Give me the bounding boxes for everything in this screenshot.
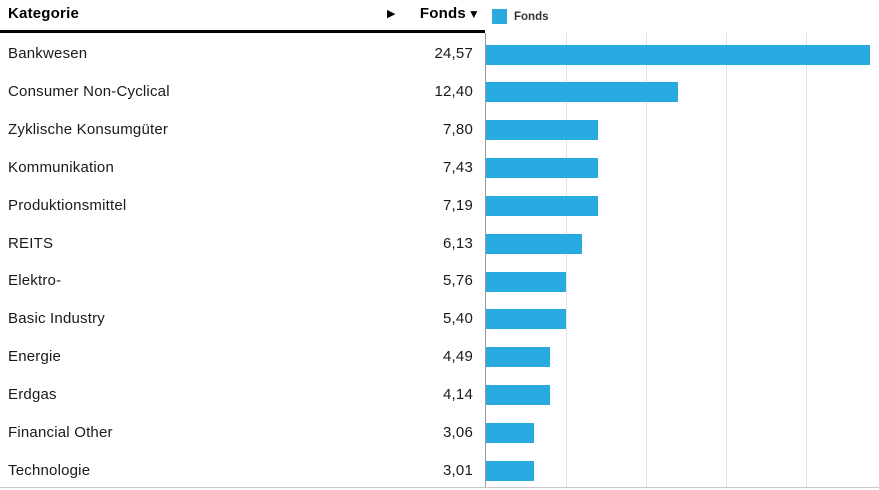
fonds-value: 12,40: [434, 83, 473, 101]
table-row: Erdgas 4,14: [0, 373, 485, 411]
bar-chart-area: [485, 33, 879, 487]
fonds-value: 5,40: [443, 310, 473, 328]
category-label: Financial Other: [8, 423, 113, 441]
fonds-value: 7,80: [443, 121, 473, 139]
fonds-value: 7,19: [443, 196, 473, 214]
table-row: Bankwesen 24,57: [0, 33, 485, 71]
vertical-gridline: [646, 33, 647, 487]
category-column-header: Kategorie: [8, 5, 79, 22]
fonds-bar: [486, 347, 550, 368]
category-label: Basic Industry: [8, 310, 106, 328]
category-label: Bankwesen: [8, 45, 88, 63]
table-row: Basic Industry 5,40: [0, 298, 485, 336]
legend-label: Fonds: [514, 10, 549, 23]
chart-legend[interactable]: Fonds: [492, 9, 549, 24]
category-label: REITS: [8, 234, 54, 252]
table-row: Kommunikation 7,43: [0, 146, 485, 184]
expand-arrow-icon[interactable]: ▶: [387, 8, 396, 20]
fonds-bar: [486, 233, 582, 254]
fonds-bar: [486, 158, 598, 178]
category-label: Energie: [8, 348, 62, 366]
fonds-bar: [486, 195, 598, 216]
table-row: Energie 4,49: [0, 336, 485, 374]
fonds-value: 4,14: [443, 385, 473, 403]
category-label: Erdgas: [8, 385, 57, 403]
table-row: Consumer Non-Cyclical 12,40: [0, 71, 485, 109]
vertical-gridline: [806, 33, 807, 487]
table-row: Produktionsmittel 7,19: [0, 184, 485, 222]
category-label: Elektro-: [8, 272, 62, 290]
category-label: Kommunikation: [8, 158, 114, 176]
vertical-gridline: [566, 33, 567, 487]
category-label: Produktionsmittel: [8, 196, 127, 214]
fonds-bar: [486, 271, 566, 292]
fonds-bar: [486, 44, 870, 65]
fonds-bar: [486, 422, 534, 443]
fonds-sort-header[interactable]: Fonds ▼: [420, 5, 480, 22]
category-table-body: Bankwesen 24,57 Consumer Non-Cyclical 12,40…: [0, 33, 485, 487]
table-row: Elektro- 5,76: [0, 260, 485, 298]
category-label: Zyklische Konsumgüter: [8, 121, 169, 139]
fonds-value: 7,43: [443, 158, 473, 176]
fonds-bar: [486, 120, 598, 141]
fonds-value: 5,76: [443, 272, 473, 290]
fonds-bar: [486, 460, 534, 481]
table-row: Zyklische Konsumgüter 7,80: [0, 109, 485, 147]
fonds-value: 3,01: [443, 461, 473, 479]
fonds-column-label: Fonds: [419, 5, 466, 22]
category-label: Consumer Non-Cyclical: [8, 83, 170, 101]
fonds-bar: [486, 82, 678, 103]
sort-descending-icon: ▼: [467, 7, 480, 21]
category-label: Technologie: [8, 461, 91, 479]
table-row: Financial Other 3,06: [0, 411, 485, 449]
table-row: REITS 6,13: [0, 222, 485, 260]
fonds-value: 24,57: [434, 45, 473, 63]
fonds-bar: [486, 385, 550, 405]
fonds-value: 6,13: [443, 234, 473, 252]
fonds-value: 3,06: [443, 423, 473, 441]
vertical-gridline: [726, 33, 727, 487]
bottom-divider: [0, 487, 879, 488]
fonds-value: 4,49: [443, 348, 473, 366]
fonds-bar: [486, 309, 566, 330]
table-header: Kategorie ▶ Fonds ▼: [0, 0, 485, 33]
legend-swatch-icon: [492, 9, 507, 24]
table-row: Technologie 3,01: [0, 449, 485, 487]
